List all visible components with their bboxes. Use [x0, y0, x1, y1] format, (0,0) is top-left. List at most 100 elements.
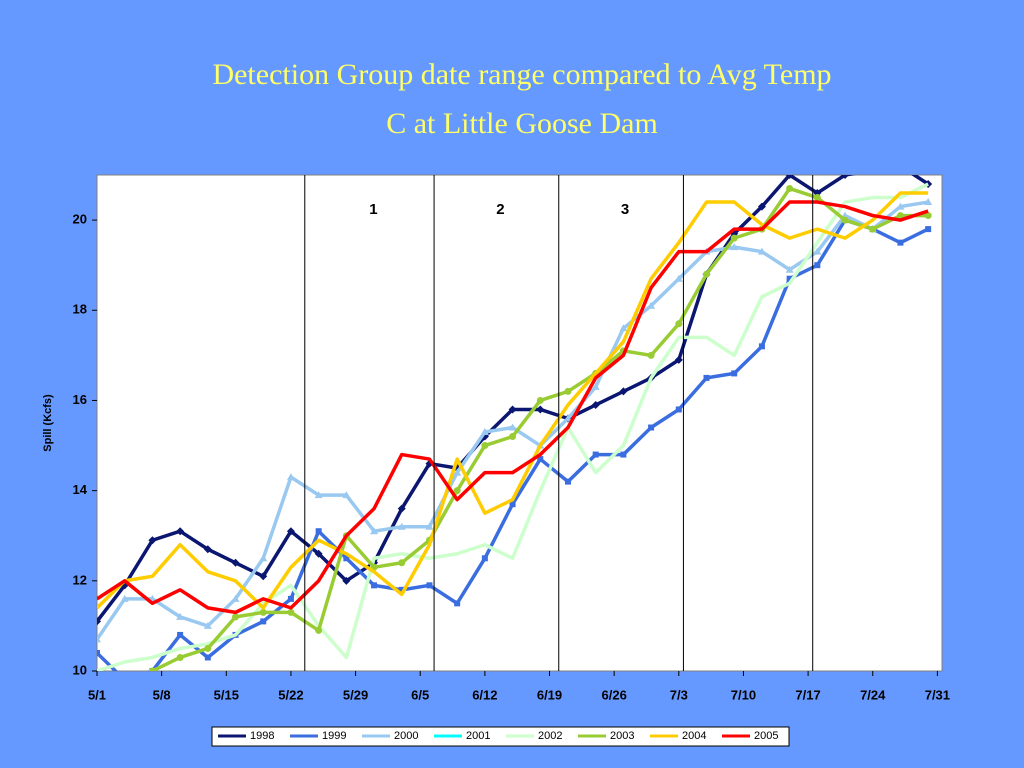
legend-label: 1999: [322, 730, 346, 742]
marker: [647, 351, 655, 359]
marker: [897, 239, 904, 246]
marker: [508, 405, 517, 414]
marker: [426, 582, 433, 589]
marker: [148, 536, 157, 545]
marker: [924, 212, 932, 220]
marker: [703, 374, 710, 381]
marker: [176, 653, 184, 661]
marker: [203, 621, 212, 629]
chart-title: Detection Group date range compared to A…: [212, 58, 831, 91]
marker: [397, 504, 406, 513]
x-tick-label: 6/26: [602, 687, 627, 702]
marker: [786, 185, 794, 193]
marker: [259, 572, 268, 581]
marker: [203, 545, 212, 554]
marker: [122, 677, 128, 683]
group-label: 2: [496, 201, 504, 218]
marker: [896, 202, 905, 210]
legend: [211, 726, 790, 747]
marker: [177, 631, 184, 638]
y-axis-label: Spill (Kcfs): [42, 394, 54, 452]
legend-label: 2004: [682, 730, 706, 742]
plot-area: [96, 174, 943, 672]
marker: [537, 456, 544, 463]
marker: [564, 478, 571, 485]
marker: [481, 555, 488, 562]
x-tick-label: 5/1: [88, 687, 106, 702]
x-tick-label: 5/22: [278, 687, 303, 702]
marker: [675, 320, 683, 328]
marker: [454, 600, 461, 607]
marker: [647, 301, 656, 309]
marker: [675, 406, 682, 413]
x-tick-label: 7/31: [925, 687, 950, 702]
marker: [785, 175, 794, 179]
legend-label: 2001: [466, 730, 490, 742]
marker: [286, 527, 295, 536]
marker: [591, 382, 600, 390]
marker: [703, 270, 711, 278]
marker: [480, 428, 489, 436]
marker: [370, 527, 379, 535]
y-tick-label: 16: [73, 392, 87, 407]
marker: [97, 635, 101, 643]
marker: [343, 555, 350, 562]
marker: [287, 608, 295, 616]
marker: [315, 626, 323, 634]
marker: [813, 247, 822, 255]
legend-label: 1998: [250, 730, 274, 742]
legend-label: 2005: [754, 730, 778, 742]
marker: [231, 594, 240, 602]
legend-label: 2003: [610, 730, 634, 742]
x-tick-label: 6/5: [411, 687, 429, 702]
marker: [508, 423, 517, 431]
marker: [453, 487, 461, 495]
marker: [315, 528, 322, 535]
group-label: 3: [621, 201, 629, 218]
marker: [619, 387, 628, 396]
marker: [148, 667, 156, 671]
marker: [536, 405, 545, 414]
marker: [674, 274, 683, 282]
marker: [536, 396, 544, 404]
chart-title: C at Little Goose Dam: [386, 107, 658, 140]
marker: [564, 387, 572, 395]
marker: [896, 162, 904, 170]
marker: [231, 558, 240, 567]
marker: [869, 166, 877, 174]
x-tick-label: 7/24: [860, 687, 886, 702]
series-layer: [97, 162, 933, 683]
marker: [509, 501, 516, 508]
marker: [176, 612, 185, 620]
marker: [371, 582, 378, 589]
marker: [314, 491, 323, 499]
marker: [648, 424, 655, 431]
marker: [97, 649, 100, 656]
marker: [730, 243, 739, 251]
marker: [204, 654, 211, 661]
marker: [563, 414, 572, 422]
marker: [758, 343, 765, 350]
marker: [924, 198, 933, 206]
marker: [342, 491, 351, 499]
y-tick-label: 20: [73, 212, 87, 227]
marker: [342, 576, 351, 585]
x-tick-label: 7/17: [795, 687, 820, 702]
x-tick-label: 5/15: [214, 687, 239, 702]
series-line: [97, 182, 929, 671]
y-tick-label: 10: [73, 662, 87, 677]
marker: [730, 234, 738, 242]
marker: [620, 451, 627, 458]
marker: [398, 559, 406, 567]
marker: [204, 644, 212, 652]
marker: [286, 473, 295, 481]
marker: [592, 451, 599, 458]
marker: [786, 275, 793, 282]
marker: [481, 442, 489, 450]
marker: [453, 468, 462, 476]
marker: [259, 608, 267, 616]
y-tick-label: 12: [73, 572, 87, 587]
marker: [841, 216, 849, 224]
marker: [619, 324, 628, 332]
marker: [287, 595, 294, 602]
